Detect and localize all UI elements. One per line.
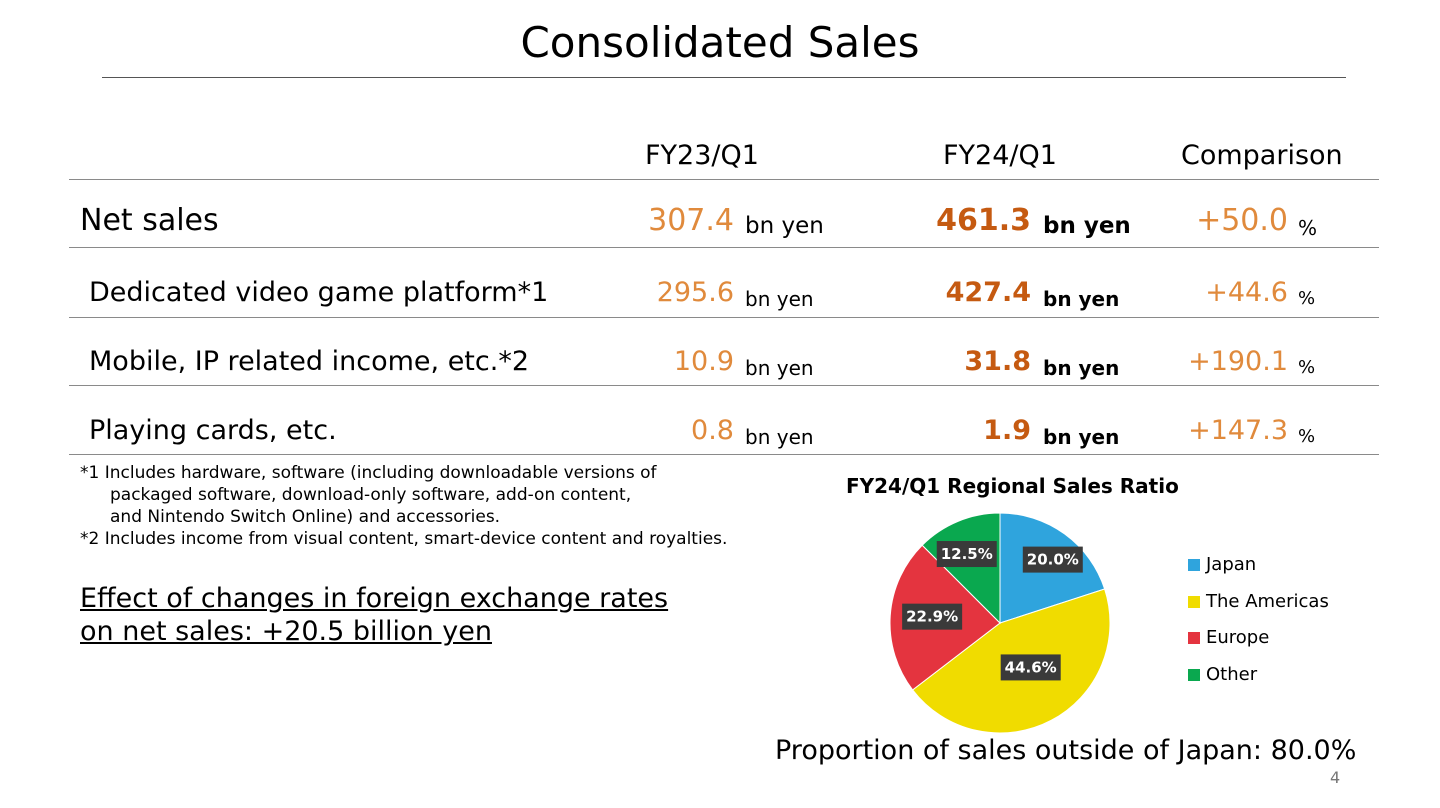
footnote-2: *2 Includes income from visual content, … (80, 529, 728, 549)
fy24-unit: bn yen (1043, 425, 1120, 449)
legend-swatch (1188, 668, 1200, 681)
legend-item-japan: Japan (1188, 554, 1329, 591)
proportion-outside-japan: Proportion of sales outside of Japan: 80… (775, 735, 1357, 766)
pie-data-label: 12.5% (936, 541, 997, 568)
legend-label: Japan (1206, 554, 1257, 575)
fy23-value: 0.8 (691, 415, 734, 446)
legend-label: The Americas (1206, 590, 1329, 612)
regional-sales-pie-chart: 20.0% 44.6% 22.9% 12.5% (889, 512, 1111, 734)
legend-label: Other (1206, 663, 1258, 685)
legend-item-europe: Europe (1188, 627, 1329, 664)
fy24-value: 31.8 (964, 346, 1031, 377)
svg-text:20.0%: 20.0% (1027, 551, 1079, 569)
row-label: Mobile, IP related income, etc.*2 (89, 346, 530, 377)
footnote-1-cont: and Nintendo Switch Online) and accessor… (110, 507, 501, 527)
fy24-unit: bn yen (1043, 213, 1131, 239)
pie-data-label: 44.6% (1000, 654, 1061, 681)
fx-effect-line-2: on net sales: +20.5 billion yen (80, 616, 492, 647)
table-row-playing-cards: Playing cards, etc. 0.8 bn yen 1.9 bn ye… (0, 415, 1440, 455)
legend-item-americas: The Americas (1188, 591, 1329, 628)
pie-slice-other (921, 512, 1001, 625)
chart-legend: Japan The Americas Europe Other (1188, 554, 1329, 700)
table-divider (69, 247, 1379, 248)
footnote-1-cont: packaged software, download-only softwar… (110, 485, 632, 505)
row-label: Net sales (80, 203, 219, 238)
comparison-value: +147.3 (1188, 415, 1288, 446)
fy24-unit: bn yen (1043, 287, 1120, 311)
fy23-value: 10.9 (673, 346, 734, 377)
table-row-dedicated-platform: Dedicated video game platform*1 295.6 bn… (0, 277, 1440, 317)
table-divider (69, 317, 1379, 318)
fy23-unit: bn yen (745, 213, 824, 239)
svg-text:12.5%: 12.5% (941, 545, 993, 563)
table-divider (69, 385, 1379, 386)
table-row-net-sales: Net sales 307.4 bn yen 461.3 bn yen +50.… (0, 203, 1440, 243)
title-divider (102, 77, 1346, 78)
fy24-value: 427.4 (945, 277, 1031, 308)
row-label: Dedicated video game platform*1 (89, 277, 549, 308)
header-fy24: FY24/Q1 (943, 140, 1057, 171)
comparison-value: +190.1 (1188, 346, 1288, 377)
fx-effect-line-1: Effect of changes in foreign exchange ra… (80, 583, 669, 614)
fy23-unit: bn yen (745, 425, 814, 449)
legend-swatch (1188, 559, 1200, 571)
comparison-unit: % (1298, 426, 1316, 447)
comparison-unit: % (1298, 216, 1318, 240)
legend-swatch (1188, 595, 1200, 608)
page-title: Consolidated Sales (520, 18, 920, 67)
pie-data-label: 22.9% (902, 603, 963, 630)
fy23-unit: bn yen (745, 356, 814, 380)
comparison-unit: % (1298, 288, 1316, 309)
svg-text:22.9%: 22.9% (906, 608, 958, 626)
table-divider (69, 454, 1379, 455)
table-row-mobile-ip: Mobile, IP related income, etc.*2 10.9 b… (0, 346, 1440, 386)
fy24-value: 461.3 (936, 203, 1031, 238)
header-comparison: Comparison (1181, 140, 1343, 171)
fy23-unit: bn yen (745, 287, 814, 311)
comparison-value: +50.0 (1196, 203, 1288, 238)
svg-text:44.6%: 44.6% (1005, 658, 1057, 676)
fy24-value: 1.9 (983, 415, 1031, 446)
fy23-value: 307.4 (648, 203, 734, 238)
row-label: Playing cards, etc. (89, 415, 337, 446)
comparison-unit: % (1298, 357, 1316, 378)
table-divider (69, 179, 1379, 180)
header-fy23: FY23/Q1 (645, 140, 759, 171)
fy23-value: 295.6 (656, 277, 734, 308)
fx-effect-note: Effect of changes in foreign exchange ra… (80, 582, 668, 648)
page-number: 4 (1330, 768, 1341, 787)
legend-item-other: Other (1188, 664, 1329, 701)
comparison-value: +44.6 (1205, 277, 1288, 308)
pie-data-label: 20.0% (1022, 546, 1083, 573)
footnote-1: *1 Includes hardware, software (includin… (80, 463, 657, 483)
fy24-unit: bn yen (1043, 356, 1120, 380)
legend-label: Europe (1206, 627, 1270, 648)
chart-title: FY24/Q1 Regional Sales Ratio (846, 474, 1179, 498)
footnotes: *1 Includes hardware, software (includin… (80, 462, 727, 550)
legend-swatch (1188, 632, 1200, 644)
